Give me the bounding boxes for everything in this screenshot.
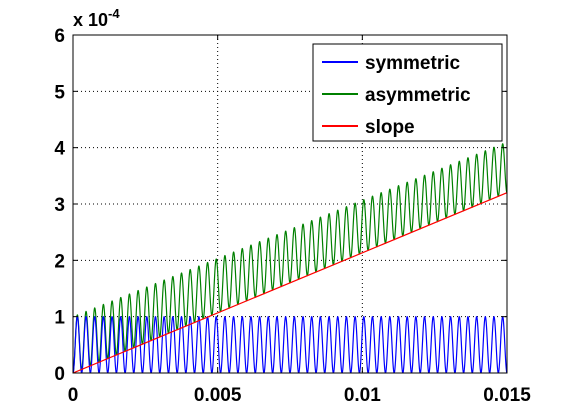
y-tick-label: 2 <box>54 251 65 272</box>
y-tick-label: 6 <box>54 26 65 47</box>
legend: symmetric asymmetric slope <box>312 43 503 142</box>
y-tick-label: 3 <box>54 195 65 216</box>
y-tick-label: 5 <box>54 82 65 103</box>
series-line-slope <box>73 192 507 373</box>
y-tick-label: 1 <box>54 308 65 329</box>
legend-label-symmetric: symmetric <box>365 53 460 74</box>
x-tick-label: 0.01 <box>344 385 381 406</box>
x-tick-label: 0.005 <box>194 385 242 406</box>
y-exponent-power: -4 <box>108 6 120 21</box>
grid-lines <box>73 35 507 373</box>
tick-marks <box>72 34 508 374</box>
y-tick-label: 4 <box>54 139 65 160</box>
y-exponent-label: x 10-4 <box>73 6 120 30</box>
x-tick-label: 0.015 <box>483 385 531 406</box>
series-layer <box>73 143 507 373</box>
series-line-symmetric <box>73 316 507 373</box>
y-exponent-prefix: x 10 <box>73 10 108 30</box>
x-tick-labels: 0 0.005 0.01 0.015 <box>68 385 531 406</box>
x-tick-label: 0 <box>68 385 79 406</box>
y-tick-label: 0 <box>54 364 65 385</box>
y-tick-labels: 0 1 2 3 4 5 6 <box>54 26 65 385</box>
legend-label-asymmetric: asymmetric <box>365 85 471 106</box>
legend-box <box>312 43 503 142</box>
legend-label-slope: slope <box>365 117 415 138</box>
